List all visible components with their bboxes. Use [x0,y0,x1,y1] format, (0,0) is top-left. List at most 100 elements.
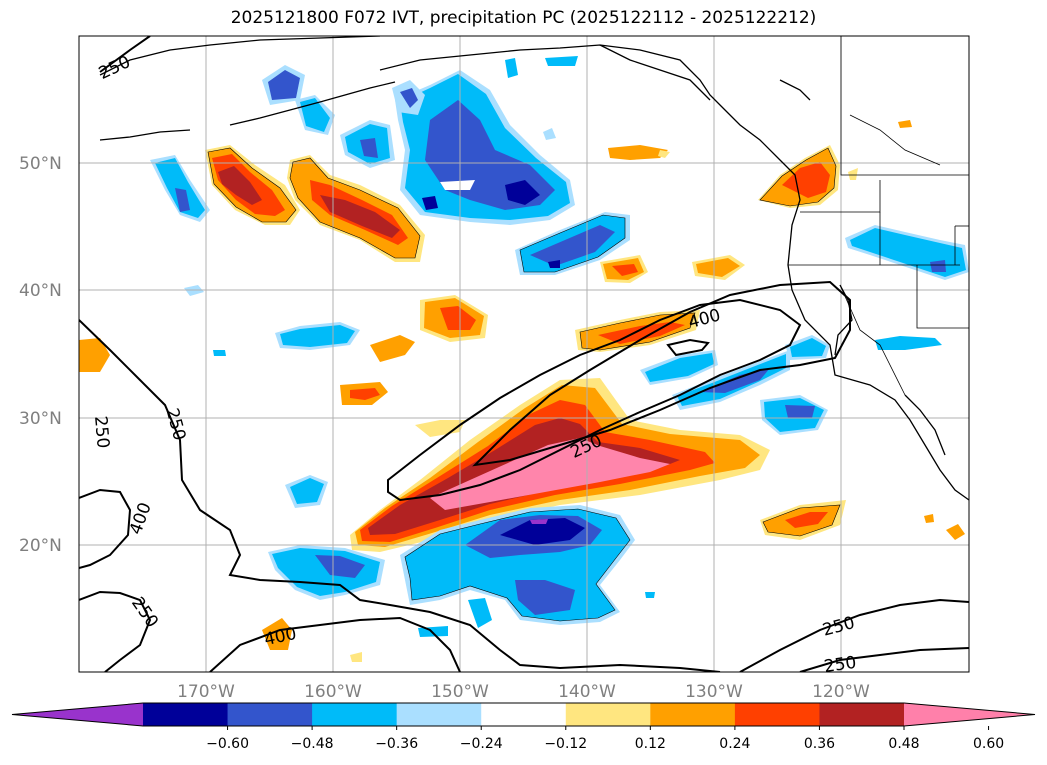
neg-top-6 [545,56,578,66]
neg-top-2b [300,98,330,132]
colorbar-tick-label: 0.12 [635,736,666,752]
north-neg-white [440,180,475,190]
north-neg-navy [505,180,540,205]
nw-neg-cyan2 [155,158,205,218]
sw-neg-blue [315,555,365,578]
neg-top-7 [543,128,556,140]
neg-mid-1d [548,260,560,268]
colorbar-bin [734,703,820,726]
patch-yellow-e2 [924,514,934,523]
neg-mid-6c [785,405,815,418]
colorbar-tick-label: −0.12 [544,736,587,752]
ivt-contours [79,36,969,672]
patch-red-se [785,512,828,528]
neg-mid-3b [645,353,714,382]
colorbar-extend-high [904,703,1035,726]
colorbar-tick-label: 0.36 [804,736,835,752]
colorbar-bin [396,703,482,726]
colorbar: −0.60 −0.48 −0.36 −0.24 −0.12 0.12 0.24 0.36 0.4… [11,702,1036,752]
ivt-contour-400-s [209,616,461,672]
contour-label-250-se2: 250 [823,653,858,677]
lat-tick-labels: 50°N 40°N 30°N 20°N [19,154,62,556]
sw-neg-cyan [272,548,380,596]
colorbar-tick-label: −0.36 [375,736,418,752]
lon-label-170w: 170°W [177,682,235,702]
colorbar-extend-low [12,703,143,726]
neg-mid-1c [530,225,615,266]
neg-mid-5b [790,338,826,357]
neg-east-1c [930,260,946,272]
colorbar-bin [227,703,313,726]
colorbar-tick-label: 0.24 [719,736,750,752]
lat-label-50n: 50°N [19,154,62,174]
patch-yellow-e1 [946,524,965,540]
ivt-contour-250-ar [472,280,851,467]
lon-tick-labels: 170°W 160°W 150°W 140°W 130°W 120°W [177,682,870,702]
south-neg-purple [530,519,548,524]
lon-label-140w: 140°W [558,682,616,702]
colorbar-bin [650,703,736,726]
patch-red-5 [612,264,638,276]
ar-band-pink [430,438,670,510]
north-neg-navy2 [422,196,438,210]
colorbar-tick-label: 0.60 [973,736,1004,752]
ivt-contour-400-w [79,488,132,569]
nw-neg-blue [175,188,190,212]
pnw-red [782,162,830,198]
ivt-contour-250-sw [79,590,152,672]
ivt-contour-250-w [79,319,721,672]
neg-top-4b [400,88,418,108]
lat-label-40n: 40°N [19,281,62,301]
precip-outlines [207,147,841,622]
patch-orange-6 [696,258,740,277]
lon-label-130w: 130°W [685,682,743,702]
colorbar-tick-label: 0.48 [888,736,919,752]
neg-s-small1 [468,598,492,628]
neg-east-4 [213,350,226,356]
colorbar-tick-label: −0.24 [460,736,503,752]
state-borders [788,36,969,396]
patch-orange-7 [608,145,668,160]
ivt-contour-250-se [739,598,969,672]
neg-top-3c [360,138,378,158]
nw-positive-darkred [218,166,262,205]
coastlines [99,36,969,501]
colorbar-bin [481,703,567,726]
patch-yellow-4 [415,420,465,437]
patch-yellow-7 [658,150,670,158]
neg-mid-4c [700,368,770,393]
neg-s-small3 [645,592,655,598]
map-frame [78,35,970,673]
colorbar-bin [312,703,398,726]
patch-red-1 [440,306,476,330]
colorbar-outline [11,702,1036,727]
lon-label-160w: 160°W [304,682,362,702]
patch-yellow-e3 [898,120,912,128]
map-plot-area: 250 250 250 400 250 400 250 400 250 250 [79,36,969,677]
colorbar-tick-label: −0.48 [291,736,334,752]
neg-top-1b [268,70,300,100]
patch-red-3 [350,388,380,400]
neg-mid-2b [280,325,355,347]
ivt-contour-250-nw [99,36,151,73]
ivt-contour-250-se2 [799,647,969,672]
precip-shading [79,56,969,662]
patch-orange-2 [370,335,415,362]
lon-label-120w: 120°W [812,682,870,702]
colorbar-tick-label: −0.60 [206,736,249,752]
neg-east-2 [875,336,942,350]
south-neg-navy [500,518,585,545]
neg-sw-smallb [290,478,324,504]
lat-label-20n: 20°N [19,536,62,556]
lat-label-30n: 30°N [19,409,62,429]
nw2-positive-darkred [320,195,400,238]
lon-label-150w: 150°W [431,682,489,702]
colorbar-bin [819,703,905,726]
patch-yellow-sw [350,652,362,662]
colorbar-bin [565,703,651,726]
patch-yellow-e4 [848,168,858,180]
patch-orange-sw [262,618,292,650]
colorbar-bin [143,703,229,726]
west-positive-patch [79,338,110,372]
